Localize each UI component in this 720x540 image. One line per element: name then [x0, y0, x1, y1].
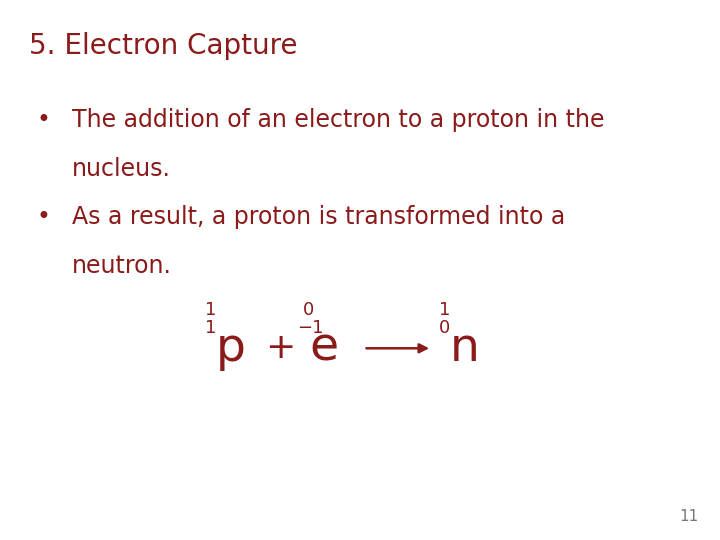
Text: •: • [36, 108, 50, 132]
Text: 1: 1 [205, 301, 217, 319]
Text: nucleus.: nucleus. [72, 157, 171, 180]
Text: 0: 0 [439, 319, 451, 336]
Text: 11: 11 [679, 509, 698, 524]
Text: +: + [265, 332, 295, 365]
Text: 5. Electron Capture: 5. Electron Capture [29, 32, 297, 60]
Text: The addition of an electron to a proton in the: The addition of an electron to a proton … [72, 108, 605, 132]
Text: 1: 1 [439, 301, 451, 319]
Text: e: e [310, 326, 338, 371]
Text: neutron.: neutron. [72, 254, 172, 278]
Text: 0: 0 [302, 301, 314, 319]
Text: 1: 1 [205, 319, 217, 336]
Text: •: • [36, 205, 50, 229]
Text: n: n [450, 326, 480, 371]
Text: p: p [216, 326, 246, 371]
Text: −1: −1 [297, 319, 324, 336]
Text: As a result, a proton is transformed into a: As a result, a proton is transformed int… [72, 205, 565, 229]
